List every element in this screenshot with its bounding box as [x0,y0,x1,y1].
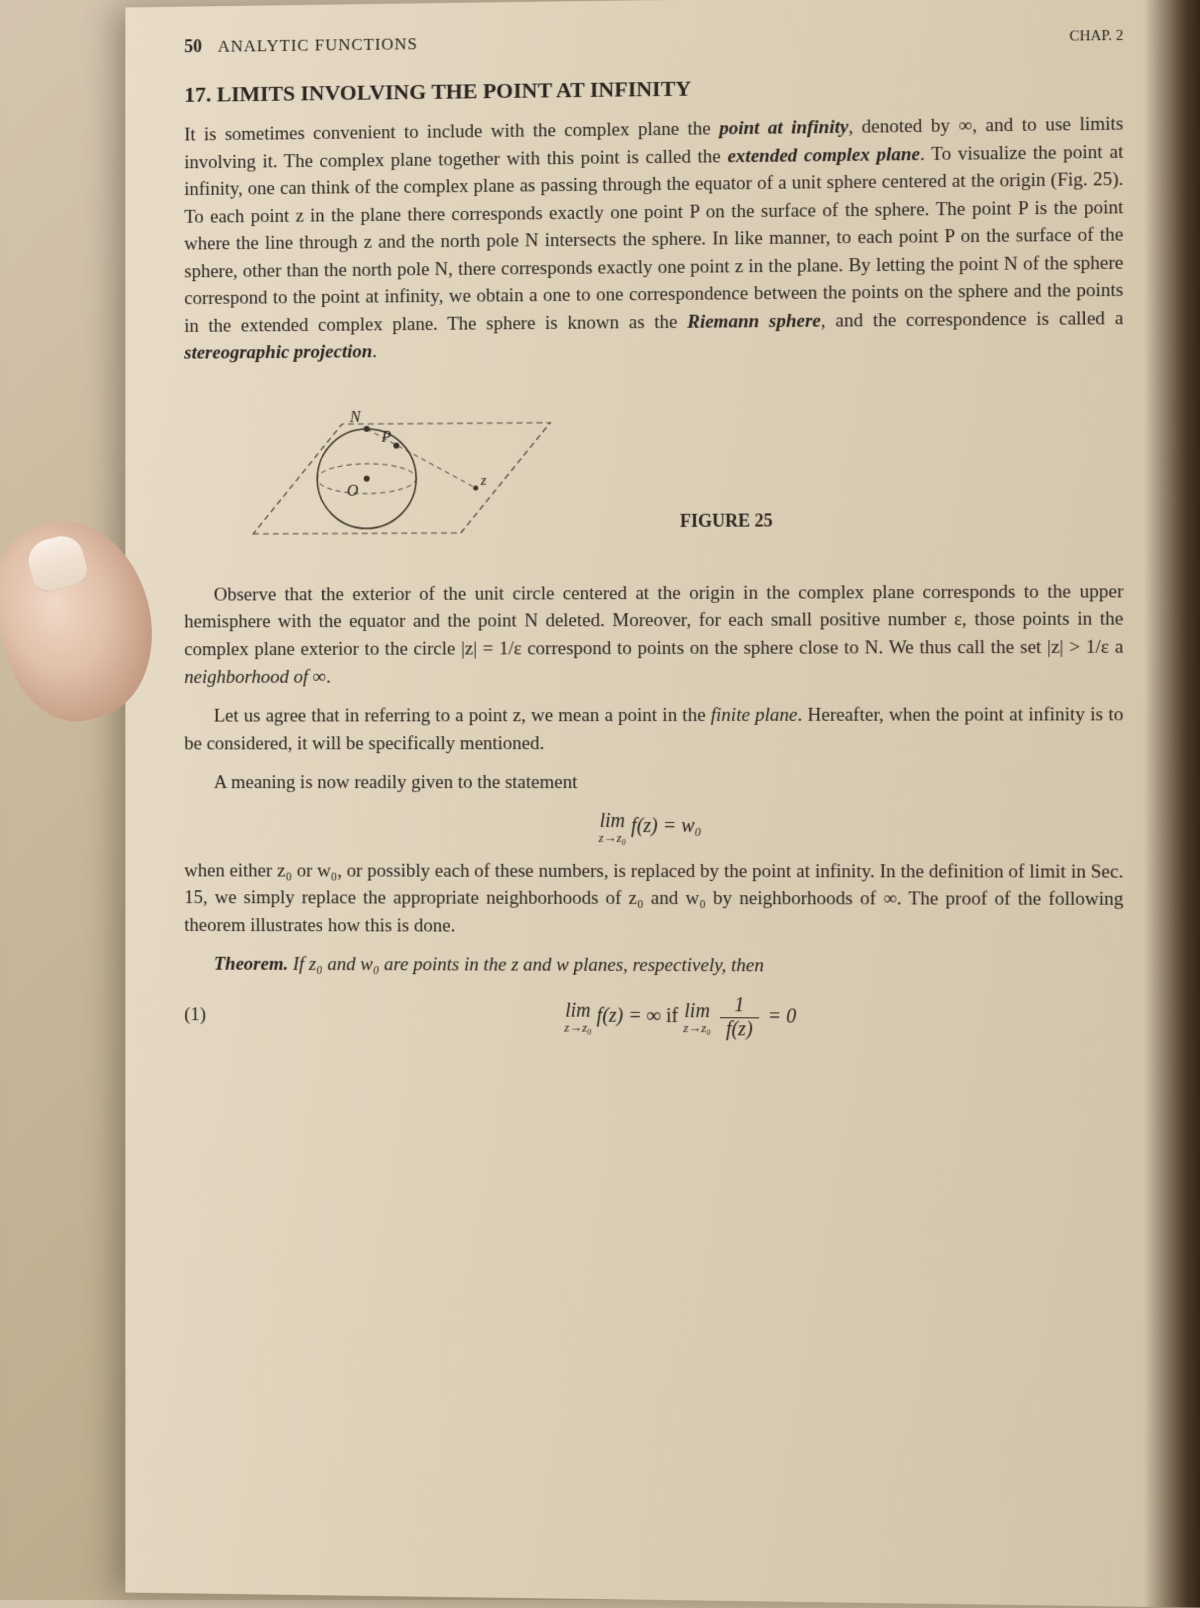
equation-number: (1) [184,1005,243,1027]
section-title: 17. LIMITS INVOLVING THE POINT AT INFINI… [184,70,1123,108]
equation-limit: limz→z₀ f(z) = w₀ [184,811,1123,844]
equation-1: (1) limz→z₀ f(z) = ∞ if limz→z₀ 1f(z) = … [184,992,1123,1043]
theorem: Theorem. If z₀ and w₀ are points in the … [184,951,1123,981]
paragraph-2: Observe that the exterior of the unit ci… [184,578,1123,691]
paragraph-4: A meaning is now readily given to the st… [184,769,1123,797]
label-O: O [347,483,359,500]
paragraph-1: It is sometimes convenient to include wi… [184,110,1123,367]
chapter-title: ANALYTIC FUNCTIONS [218,34,418,56]
book-page: 50 ANALYTIC FUNCTIONS CHAP. 2 17. LIMITS… [125,0,1200,1608]
label-N: N [349,409,362,426]
label-P: P [381,429,392,446]
paragraph-3: Let us agree that in referring to a poin… [184,701,1123,757]
paragraph-5: when either z₀ or w₀, or possibly each o… [184,857,1123,941]
page-number: 50 ANALYTIC FUNCTIONS [184,33,418,57]
label-z: z [480,473,487,489]
chapter-label: CHAP. 2 [1069,28,1123,46]
equation-content: limz→z₀ f(z) = ∞ if limz→z₀ 1f(z) = 0 [243,993,1123,1043]
page-header: 50 ANALYTIC FUNCTIONS CHAP. 2 [184,24,1123,57]
book-edge-shadow [1144,0,1200,1608]
figure-label: FIGURE 25 [680,510,773,531]
riemann-sphere-diagram: N P O z [224,383,581,564]
figure-25: N P O z FIGURE 25 [224,379,1124,564]
